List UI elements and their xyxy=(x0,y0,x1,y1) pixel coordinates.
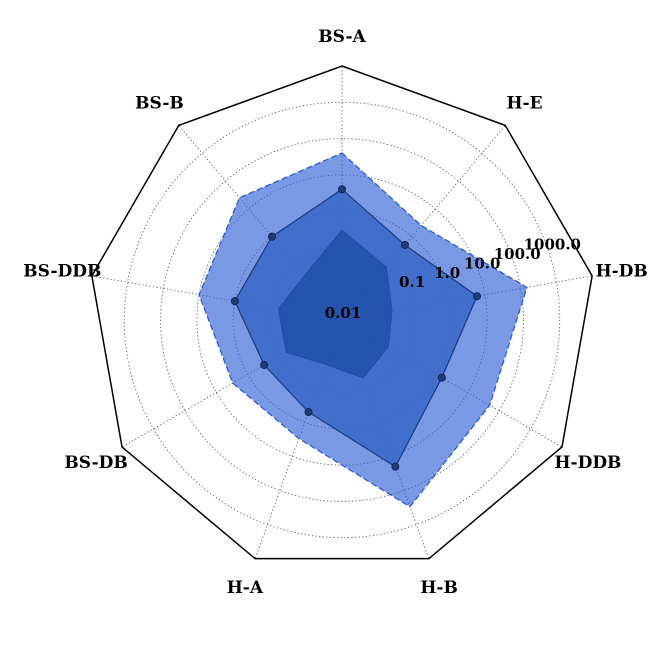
grid-spoke xyxy=(341,125,506,321)
radar-labels: BS-A H-E H-DB H-DDB H-B H-A BS-DB BS-DDB BS-B 0.0… xyxy=(23,27,648,598)
category-label: BS-B xyxy=(135,93,184,113)
ring-label: 1000.0 xyxy=(524,236,581,254)
median-marker xyxy=(304,408,313,417)
category-label: BS-DB xyxy=(64,453,127,473)
median-marker xyxy=(391,462,400,471)
series-lower-band xyxy=(277,229,393,379)
median-marker xyxy=(473,292,482,301)
radar-series xyxy=(198,152,528,508)
ring-label: 100.0 xyxy=(494,245,541,263)
ring-label: 10.0 xyxy=(464,254,501,272)
category-label: H-A xyxy=(227,578,264,598)
category-label: H-DDB xyxy=(554,453,621,473)
grid-ring xyxy=(123,101,561,539)
radar-frame xyxy=(91,65,593,560)
grid-ring xyxy=(160,138,524,502)
median-marker xyxy=(337,185,346,194)
category-label: H-DB xyxy=(596,262,648,282)
grid-spoke xyxy=(121,319,343,448)
grid-spoke xyxy=(254,319,343,559)
category-label: H-B xyxy=(420,578,458,598)
ring-label: 1.0 xyxy=(434,264,460,282)
median-marker xyxy=(260,360,269,369)
median-marker xyxy=(400,240,409,249)
ring-label: 0.1 xyxy=(399,273,425,291)
median-marker xyxy=(230,297,239,306)
category-label: BS-DDB xyxy=(23,262,101,282)
category-label: H-E xyxy=(507,93,543,113)
category-label: BS-A xyxy=(318,27,366,47)
ring-label: 0.01 xyxy=(325,304,362,322)
median-marker xyxy=(437,373,446,382)
median-marker xyxy=(268,232,277,241)
